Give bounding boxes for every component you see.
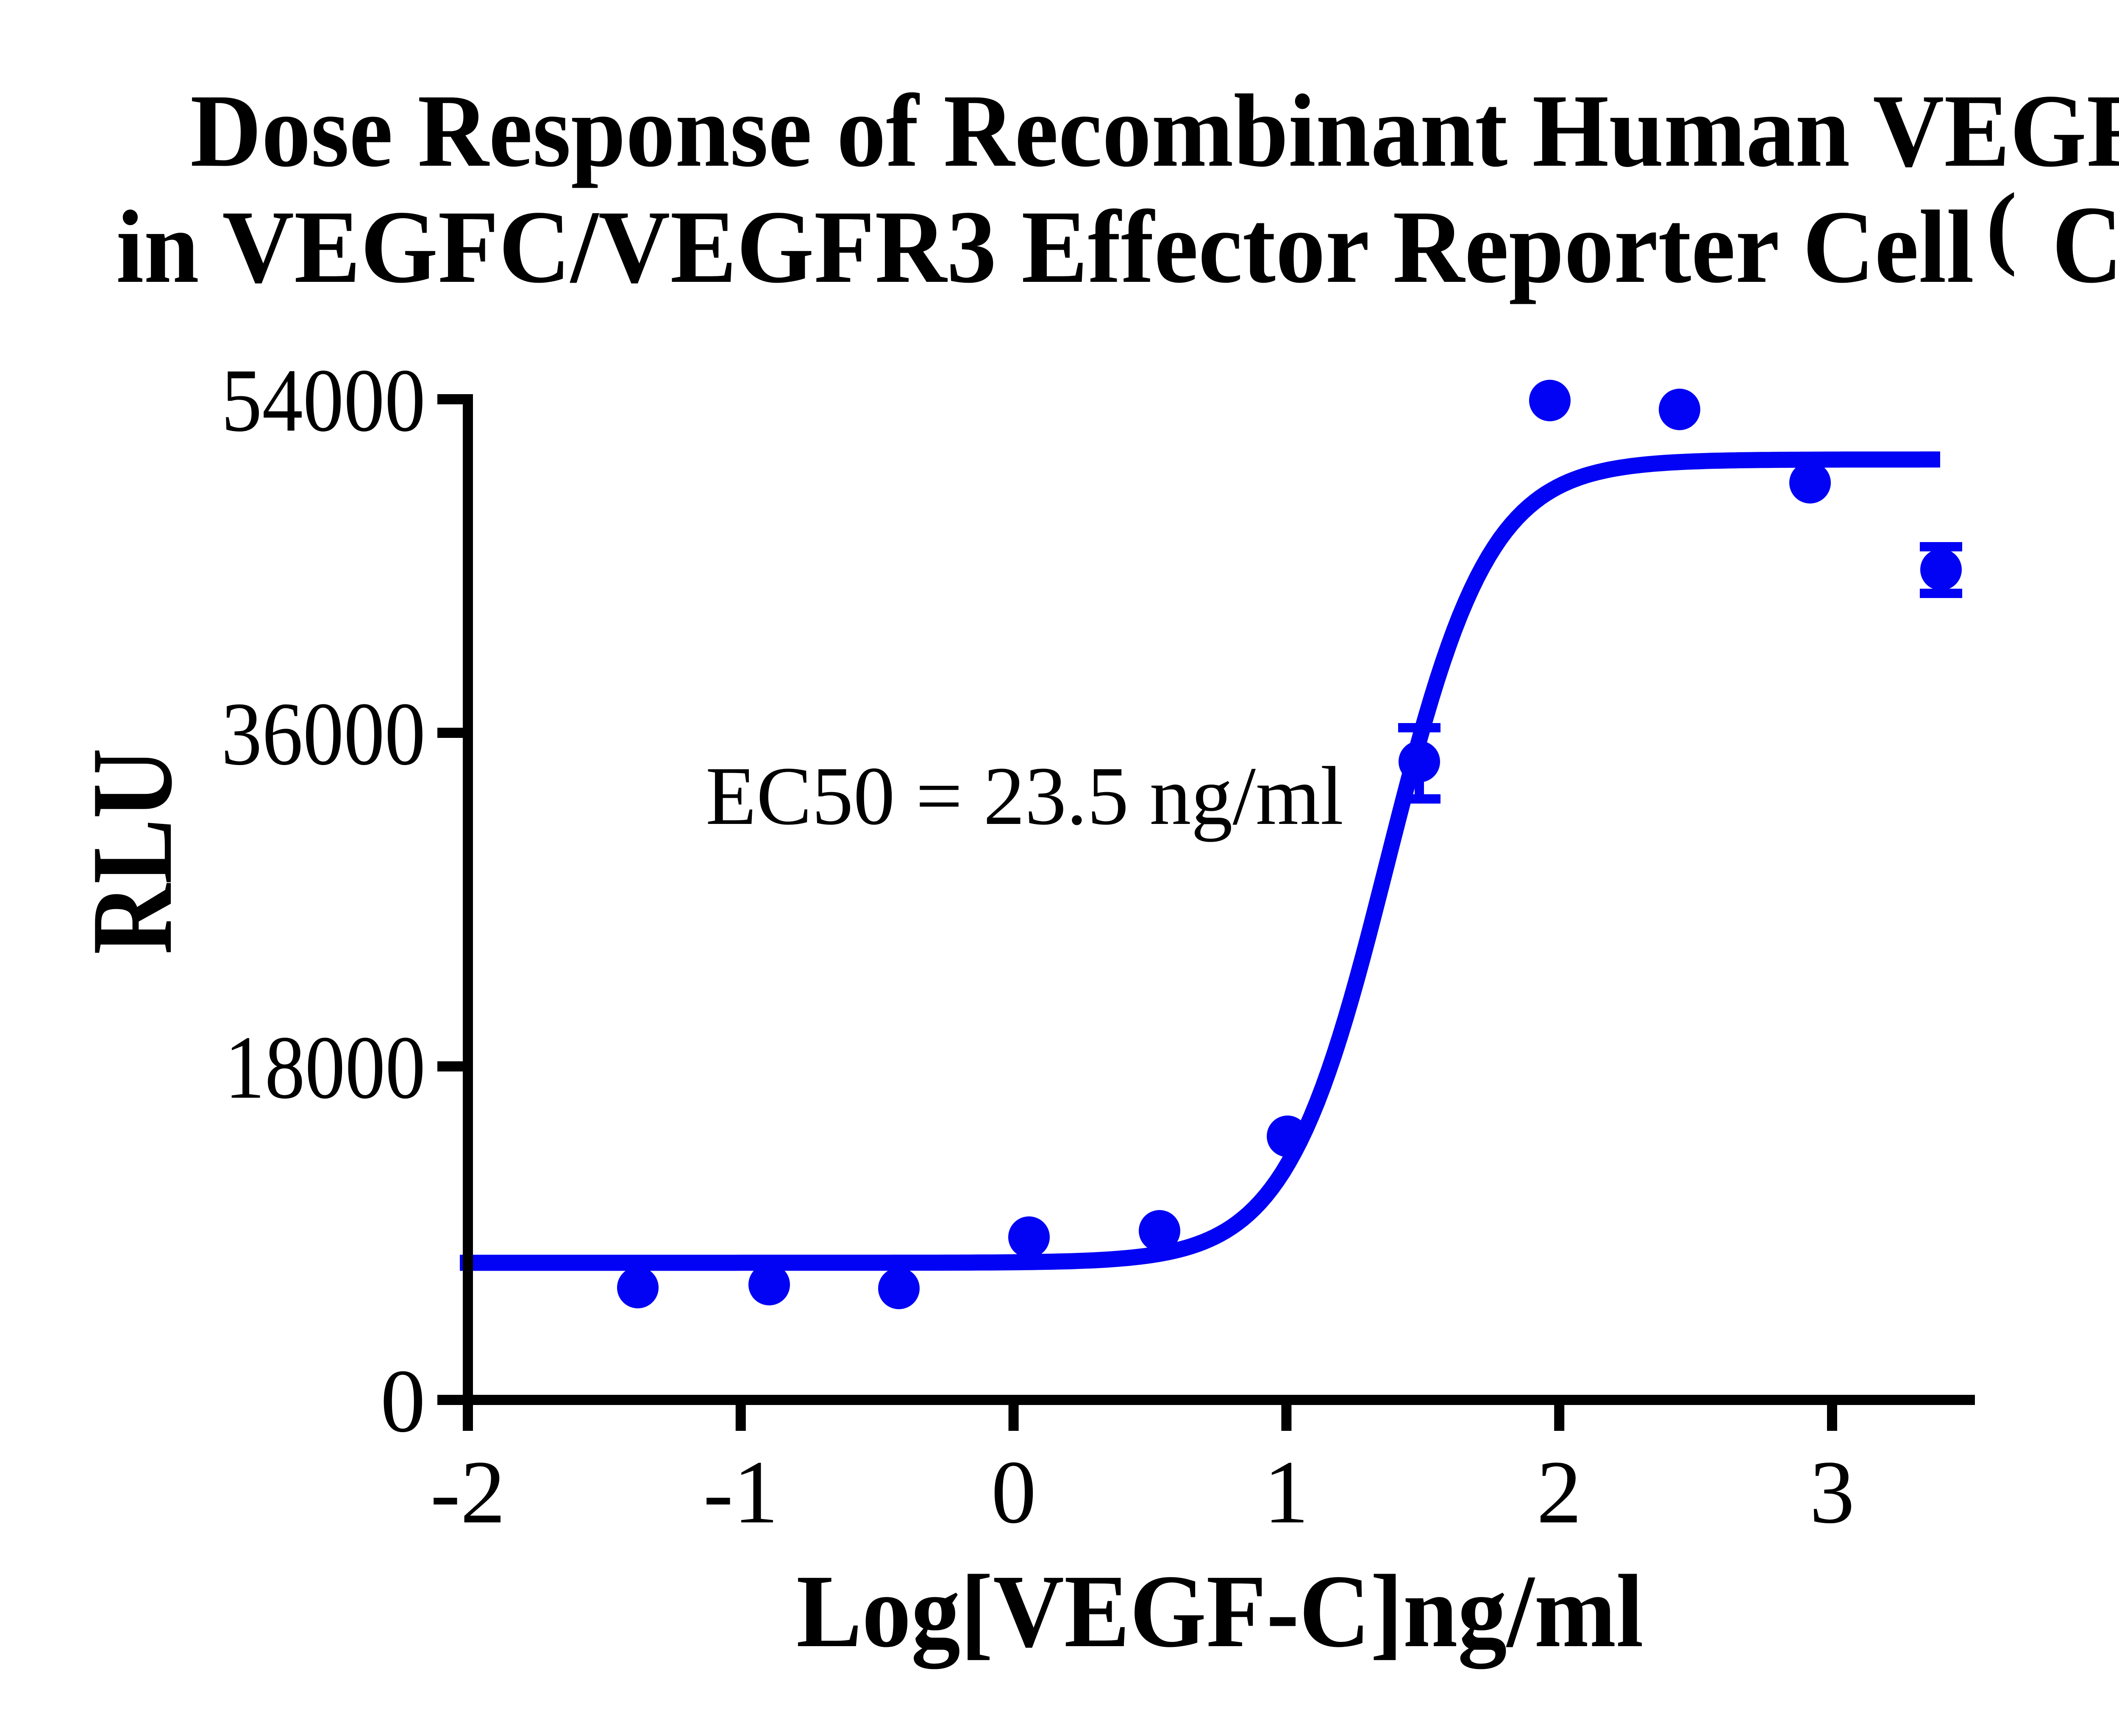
svg-text:36000: 36000: [221, 684, 425, 784]
svg-text:-2: -2: [430, 1442, 505, 1542]
svg-text:RLU: RLU: [68, 748, 196, 954]
svg-text:-1: -1: [703, 1442, 778, 1542]
svg-text:54000: 54000: [221, 351, 425, 451]
svg-text:EC50 = 23.5 ng/ml: EC50 = 23.5 ng/ml: [706, 749, 1343, 842]
svg-text:1: 1: [1264, 1442, 1309, 1542]
svg-text:2: 2: [1537, 1442, 1582, 1542]
svg-text:in VEGFC/VEGFR3 Effector Repor: in VEGFC/VEGFR3 Effector Reporter Cell: [116, 189, 1974, 305]
svg-text:0: 0: [381, 1351, 426, 1451]
svg-text:(: (: [1986, 174, 2017, 277]
svg-text:0: 0: [991, 1442, 1037, 1542]
svg-text:C71: C71: [2052, 183, 2119, 306]
svg-text:Log[VEGF-C]ng/ml: Log[VEGF-C]ng/ml: [796, 1554, 1643, 1669]
svg-text:18000: 18000: [225, 1018, 425, 1118]
svg-text:3: 3: [1810, 1442, 1855, 1542]
svg-text:Dose Response of Recombinant H: Dose Response of Recombinant Human VEGF-…: [190, 73, 2119, 189]
